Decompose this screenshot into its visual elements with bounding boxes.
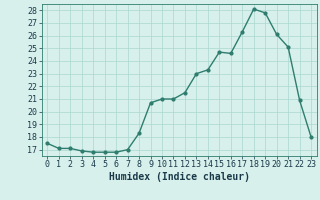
- X-axis label: Humidex (Indice chaleur): Humidex (Indice chaleur): [109, 172, 250, 182]
